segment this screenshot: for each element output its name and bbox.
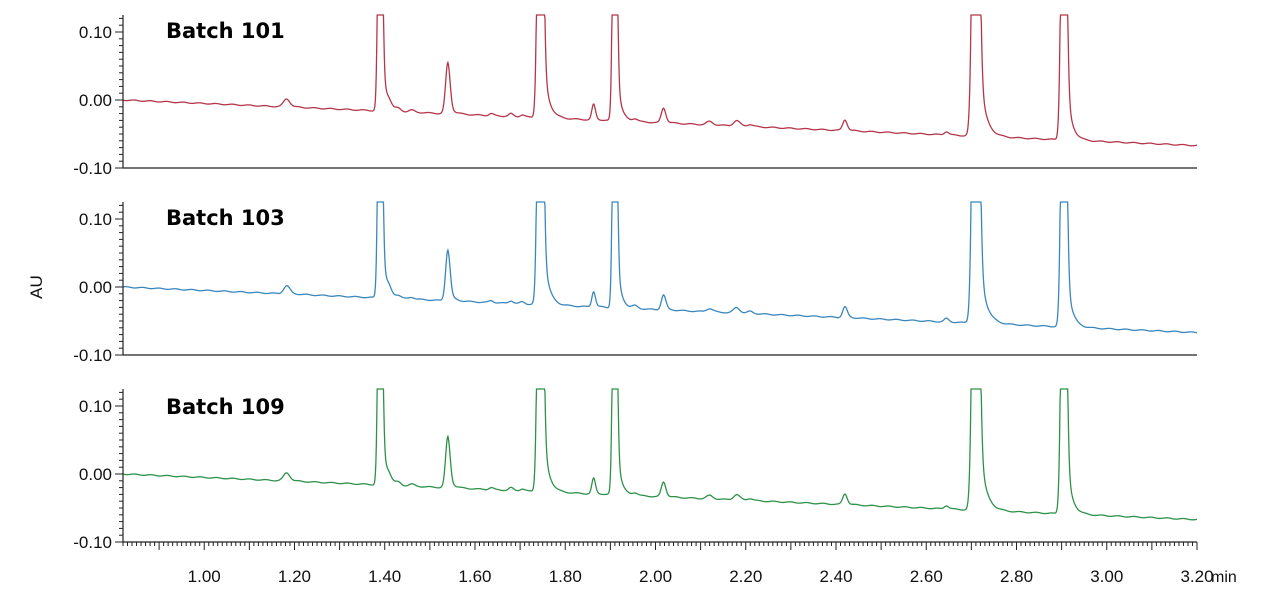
y-tick-label: 0.10	[79, 23, 112, 42]
panel-2: Batch 103 0.10 0.00 -0.10	[73, 201, 1198, 365]
panel-1-title: Batch 101	[166, 19, 285, 43]
panel-3: Batch 109 0.10 0.00 -0.10	[73, 388, 1198, 552]
y-tick-label: 0.10	[79, 210, 112, 229]
panel-3-trace	[122, 388, 1198, 521]
panel-1-trace	[122, 14, 1198, 147]
panel-2-title: Batch 103	[166, 206, 285, 230]
y-tick-label: -0.10	[73, 533, 112, 552]
x-tick-label: 2.40	[819, 567, 852, 586]
x-tick-label: 2.80	[1000, 567, 1033, 586]
x-tick-label: 1.80	[549, 567, 582, 586]
panel-2-y-axis: 0.10 0.00 -0.10	[73, 204, 123, 365]
x-tick-label: 1.20	[278, 567, 311, 586]
x-tick-label: 1.60	[458, 567, 491, 586]
y-tick-label: 0.00	[79, 278, 112, 297]
y-tick-label: -0.10	[73, 346, 112, 365]
y-axis-title: AU	[27, 275, 46, 299]
panel-3-y-axis: 0.10 0.00 -0.10	[73, 391, 123, 552]
x-axis: 1.00 1.20 1.40 1.60 1.80 2.00 2.20 2.40 2.60 2.80…	[122, 542, 1214, 586]
panel-3-title: Batch 109	[166, 395, 285, 419]
x-tick-label: 1.40	[368, 567, 401, 586]
x-axis-unit: min	[1211, 569, 1237, 586]
panel-1-y-axis: 0.10 0.00 -0.10	[73, 17, 123, 178]
x-tick-label: 2.60	[910, 567, 943, 586]
x-tick-label: 3.20	[1180, 567, 1213, 586]
y-tick-label: 0.00	[79, 91, 112, 110]
panel-2-trace	[122, 201, 1198, 334]
x-tick-label: 3.00	[1090, 567, 1123, 586]
y-tick-label: 0.00	[79, 465, 112, 484]
x-tick-label: 2.20	[729, 567, 762, 586]
y-tick-label: 0.10	[79, 397, 112, 416]
panel-1: Batch 101 0.10 0.00 -0.10	[73, 14, 1198, 178]
x-tick-label: 1.00	[188, 567, 221, 586]
y-tick-label: -0.10	[73, 159, 112, 178]
x-tick-label: 2.00	[639, 567, 672, 586]
